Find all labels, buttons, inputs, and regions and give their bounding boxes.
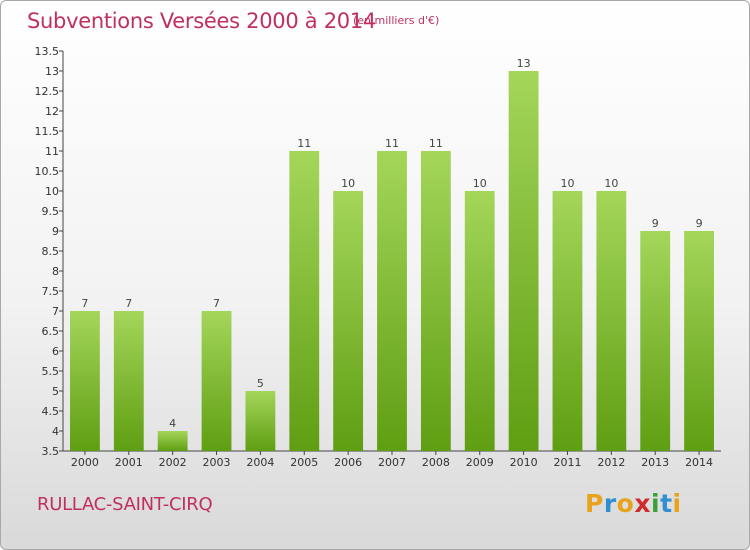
data-label: 11 [297, 137, 311, 150]
x-tick-label: 2014 [685, 456, 713, 469]
y-tick-label: 3.5 [42, 445, 60, 458]
y-tick-label: 13 [45, 65, 59, 78]
chart-subtitle: (en milliers d'€) [353, 14, 440, 27]
data-labels-group: 7 7 4 7 5 11 10 11 11 10 13 10 10 9 9 [81, 57, 702, 430]
y-tick-label: 6.5 [42, 325, 60, 338]
y-tick-label: 4 [52, 425, 59, 438]
x-tick-label: 2012 [597, 456, 625, 469]
bar [157, 431, 188, 451]
y-axis: 3.5 4 4.5 5 5.5 6 6.5 7 7.5 8 8.5 9 9.5 10 10.5 11 11.5 1… [35, 45, 64, 458]
data-label: 13 [517, 57, 531, 70]
y-tick-label: 8 [52, 265, 59, 278]
data-label: 4 [169, 417, 176, 430]
bar [596, 191, 627, 451]
bar [70, 311, 100, 451]
y-tick-label: 10.5 [35, 165, 60, 178]
logo-letter: P [585, 489, 604, 518]
x-tick-label: 2004 [246, 456, 274, 469]
y-tick-label: 5.5 [42, 365, 60, 378]
x-tick-label: 2005 [290, 456, 318, 469]
x-tick-label: 2006 [334, 456, 362, 469]
x-axis: 2000 2001 2002 2003 2004 2005 2006 2007 2008 2009… [63, 450, 721, 469]
chart-title: Subventions Versées 2000 à 2014 [27, 9, 376, 33]
y-tick-label: 11 [45, 145, 59, 158]
x-tick-label: 2013 [641, 456, 669, 469]
bar [508, 71, 539, 451]
y-tick-label: 9 [52, 225, 59, 238]
commune-name: RULLAC-SAINT-CIRQ [37, 494, 213, 515]
bar [464, 191, 495, 451]
bar [113, 311, 144, 451]
y-tick-label: 10 [45, 185, 59, 198]
x-tick-label: 2011 [553, 456, 581, 469]
x-tick-label: 2001 [115, 456, 143, 469]
data-label: 7 [125, 297, 132, 310]
y-tick-label: 6 [52, 345, 59, 358]
bar [333, 191, 364, 451]
y-tick-label: 11.5 [35, 125, 60, 138]
logo-letter: t [660, 489, 673, 518]
x-tick-label: 2008 [422, 456, 450, 469]
bar [552, 191, 583, 451]
logo-letter: i [651, 489, 661, 518]
bar [201, 311, 232, 451]
bar [684, 231, 714, 451]
x-tick-label: 2010 [510, 456, 538, 469]
y-tick-label: 4.5 [42, 405, 60, 418]
x-tick-label: 2002 [159, 456, 187, 469]
data-label: 10 [604, 177, 618, 190]
y-tick-label: 13.5 [35, 45, 60, 58]
data-label: 11 [429, 137, 443, 150]
data-label: 5 [257, 377, 264, 390]
data-label: 10 [341, 177, 355, 190]
y-tick-label: 7 [52, 305, 59, 318]
logo-letter: i [672, 489, 682, 518]
logo-letter: r [603, 489, 617, 518]
y-tick-label: 7.5 [42, 285, 60, 298]
x-tick-label: 2000 [71, 456, 99, 469]
data-label: 11 [385, 137, 399, 150]
x-tick-label: 2009 [466, 456, 494, 469]
proxiti-logo[interactable]: Proxiti [585, 489, 682, 518]
y-tick-label: 12.5 [35, 85, 60, 98]
data-label: 10 [560, 177, 574, 190]
data-label: 9 [652, 217, 659, 230]
y-tick-label: 12 [45, 105, 59, 118]
y-tick-label: 9.5 [42, 205, 60, 218]
logo-letter: o [616, 489, 635, 518]
x-tick-label: 2007 [378, 456, 406, 469]
bar [640, 231, 671, 451]
bar [420, 151, 451, 451]
bars-group [70, 71, 714, 451]
logo-letter: x [634, 489, 651, 518]
bar [289, 151, 320, 451]
x-tick-label: 2003 [203, 456, 231, 469]
y-tick-label: 5 [52, 385, 59, 398]
data-label: 7 [81, 297, 88, 310]
y-tick-label: 8.5 [42, 245, 60, 258]
bar [377, 151, 407, 451]
data-label: 9 [696, 217, 703, 230]
data-label: 7 [213, 297, 220, 310]
data-label: 10 [473, 177, 487, 190]
bar [245, 391, 276, 451]
